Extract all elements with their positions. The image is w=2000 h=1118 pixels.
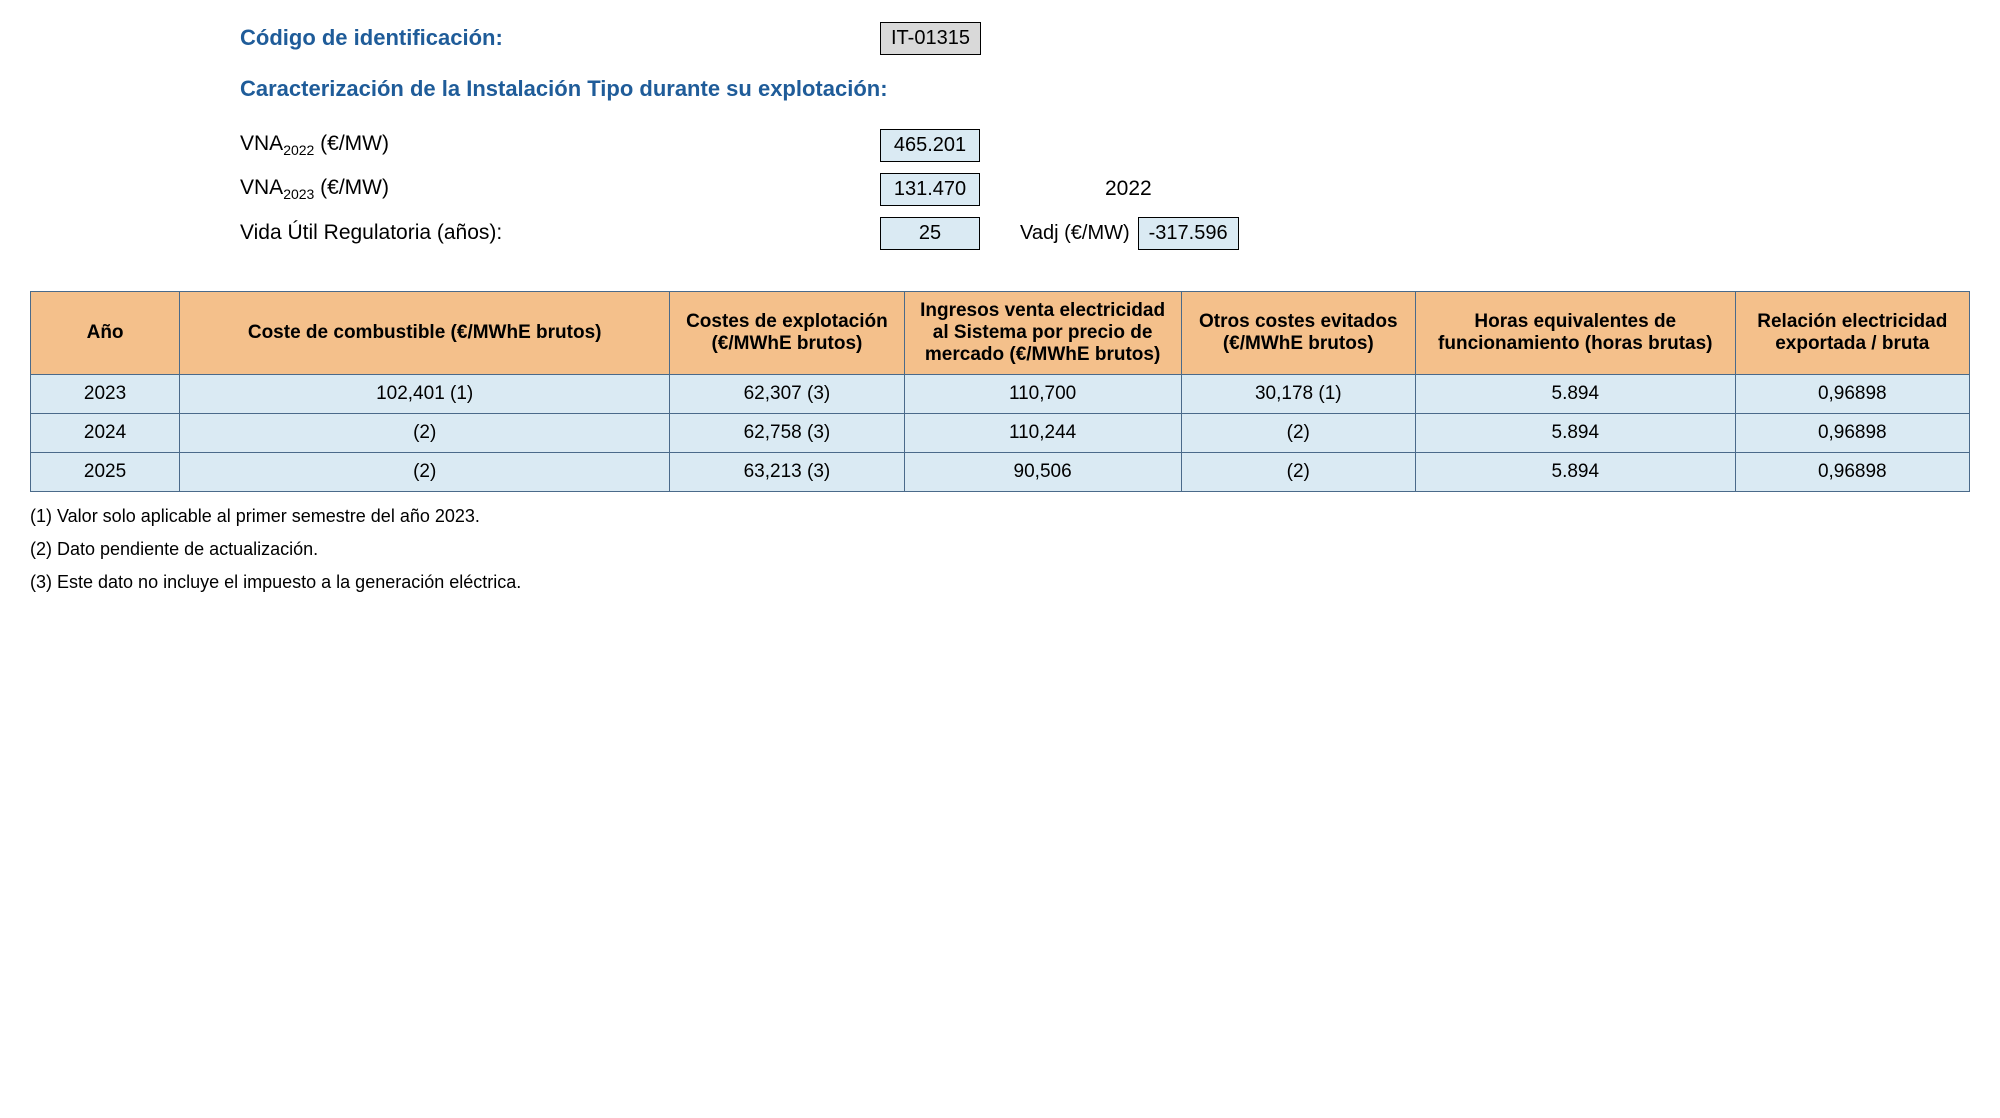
cell-rel: 0,96898 [1735,375,1969,414]
cell-otros: (2) [1181,414,1415,453]
table-header-row: Año Coste de combustible (€/MWhE brutos)… [31,292,1970,375]
vidautil-row: Vida Útil Regulatoria (años): 25 Vadj (€… [240,215,1970,251]
cell-year: 2023 [31,375,180,414]
vidautil-label: Vida Útil Regulatoria (años): [240,221,880,245]
vna2022-row: VNA2022 (€/MW) 465.201 [240,127,1970,163]
vidautil-value: 25 [880,217,980,250]
id-label: Código de identificación: [240,25,880,51]
footnotes: (1) Valor solo aplicable al primer semes… [30,506,1970,593]
cell-horas: 5.894 [1415,453,1735,492]
cell-otros: 30,178 (1) [1181,375,1415,414]
id-value-box: IT-01315 [880,22,981,55]
vna2022-sub: 2022 [283,142,314,158]
id-row: Código de identificación: IT-01315 [240,20,1970,56]
cell-ing: 110,244 [904,414,1181,453]
th-year: Año [31,292,180,375]
vadj-value: -317.596 [1138,217,1239,250]
header-section: Código de identificación: IT-01315 Carac… [240,20,1970,251]
vadj-label: Vadj (€/MW) [1020,222,1130,245]
th-rel: Relación electricidad exportada / bruta [1735,292,1969,375]
cell-exp: 63,213 (3) [670,453,904,492]
cell-ing: 110,700 [904,375,1181,414]
vna2023-unit: (€/MW) [314,176,389,199]
cell-fuel: (2) [180,414,670,453]
vadj-col: Vadj (€/MW) -317.596 [1020,217,1239,250]
cell-horas: 5.894 [1415,414,1735,453]
cell-year: 2024 [31,414,180,453]
vna2022-text: VNA [240,132,283,155]
vna2023-value: 131.470 [880,173,980,206]
table-row: 2023 102,401 (1) 62,307 (3) 110,700 30,1… [31,375,1970,414]
data-table: Año Coste de combustible (€/MWhE brutos)… [30,291,1970,492]
cell-rel: 0,96898 [1735,414,1969,453]
th-ing: Ingresos venta electricidad al Sistema p… [904,292,1181,375]
section-title: Caracterización de la Instalación Tipo d… [240,76,1970,102]
footnote-3: (3) Este dato no incluye el impuesto a l… [30,572,1970,593]
vna2022-value: 465.201 [880,129,980,162]
vna2022-unit: (€/MW) [314,132,389,155]
table-row: 2024 (2) 62,758 (3) 110,244 (2) 5.894 0,… [31,414,1970,453]
vna2023-row: VNA2023 (€/MW) 131.470 2022 [240,171,1970,207]
th-fuel: Coste de combustible (€/MWhE brutos) [180,292,670,375]
footnote-2: (2) Dato pendiente de actualización. [30,539,1970,560]
right-year: 2022 [1105,177,1152,201]
cell-exp: 62,758 (3) [670,414,904,453]
vna2023-label: VNA2023 (€/MW) [240,176,880,202]
right-year-col: 2022 [1020,177,1152,201]
vna2023-text: VNA [240,176,283,199]
cell-horas: 5.894 [1415,375,1735,414]
cell-rel: 0,96898 [1735,453,1969,492]
cell-year: 2025 [31,453,180,492]
vna2022-label: VNA2022 (€/MW) [240,132,880,158]
vna2023-sub: 2023 [283,186,314,202]
cell-fuel: (2) [180,453,670,492]
cell-fuel: 102,401 (1) [180,375,670,414]
cell-exp: 62,307 (3) [670,375,904,414]
cell-ing: 90,506 [904,453,1181,492]
th-otros: Otros costes evitados (€/MWhE brutos) [1181,292,1415,375]
th-horas: Horas equivalentes de funcionamiento (ho… [1415,292,1735,375]
th-exp: Costes de explotación (€/MWhE brutos) [670,292,904,375]
table-row: 2025 (2) 63,213 (3) 90,506 (2) 5.894 0,9… [31,453,1970,492]
footnote-1: (1) Valor solo aplicable al primer semes… [30,506,1970,527]
cell-otros: (2) [1181,453,1415,492]
